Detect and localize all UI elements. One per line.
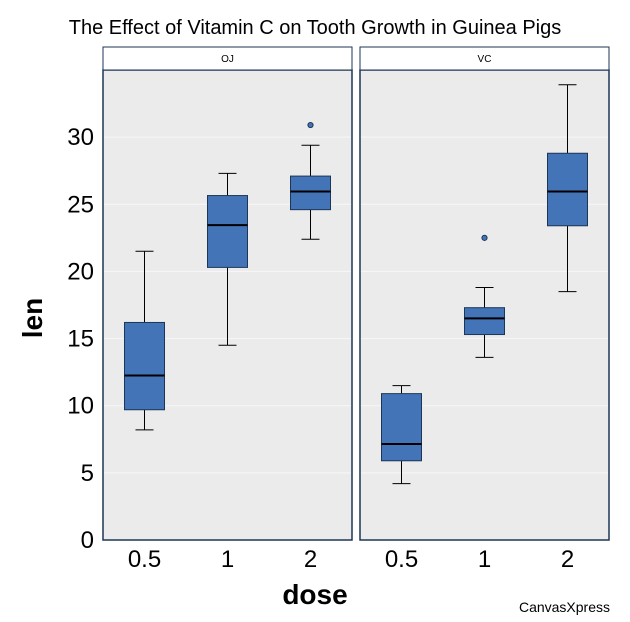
x-axis-label: dose: [282, 579, 347, 610]
strip-label-oj: OJ: [221, 54, 234, 65]
box-iqr: [547, 152, 588, 227]
y-tick-label: 5: [81, 460, 94, 487]
chart-title: The Effect of Vitamin C on Tooth Growth …: [69, 17, 562, 39]
y-tick-label: 0: [81, 527, 94, 554]
box-vc-0.5: [381, 385, 422, 485]
box-oj-1: [207, 172, 248, 346]
y-axis-label: len: [17, 298, 48, 338]
strip-label-vc: VC: [478, 54, 492, 65]
x-tick-label: 2: [561, 546, 574, 573]
y-tick-label: 20: [67, 258, 94, 285]
outlier-point: [481, 234, 488, 241]
x-tick-label: 1: [478, 546, 491, 573]
y-tick-label: 10: [67, 393, 94, 420]
y-tick-label: 15: [67, 326, 94, 353]
box-iqr: [124, 321, 165, 411]
outlier-point: [307, 121, 314, 129]
box-iqr: [207, 195, 248, 268]
panel-oj: OJ 0.5 1 2: [102, 46, 353, 573]
y-tick-label: 30: [67, 124, 94, 151]
panel-vc: VC 0.5 1 2: [359, 46, 610, 573]
x-tick-label: 1: [221, 546, 234, 573]
panels: OJ 0.5 1 2 VC 0.5 1 2: [102, 46, 610, 573]
box-vc-1: [464, 234, 505, 358]
x-tick-label: 0.5: [128, 546, 161, 573]
strip-header: [102, 46, 353, 71]
y-tick-label: 25: [67, 191, 94, 218]
box-iqr: [381, 393, 422, 462]
box-vc-2: [547, 84, 588, 293]
box-iqr: [290, 175, 331, 211]
box-oj-2: [290, 121, 331, 240]
y-axis: 0 5 10 15 20 25 30: [67, 124, 94, 554]
box-oj-0.5: [124, 250, 165, 431]
strip-header: [359, 46, 610, 71]
x-tick-label: 2: [304, 546, 317, 573]
credit-text: CanvasXpress: [519, 599, 610, 615]
box-iqr: [464, 307, 505, 336]
x-tick-label: 0.5: [385, 546, 418, 573]
